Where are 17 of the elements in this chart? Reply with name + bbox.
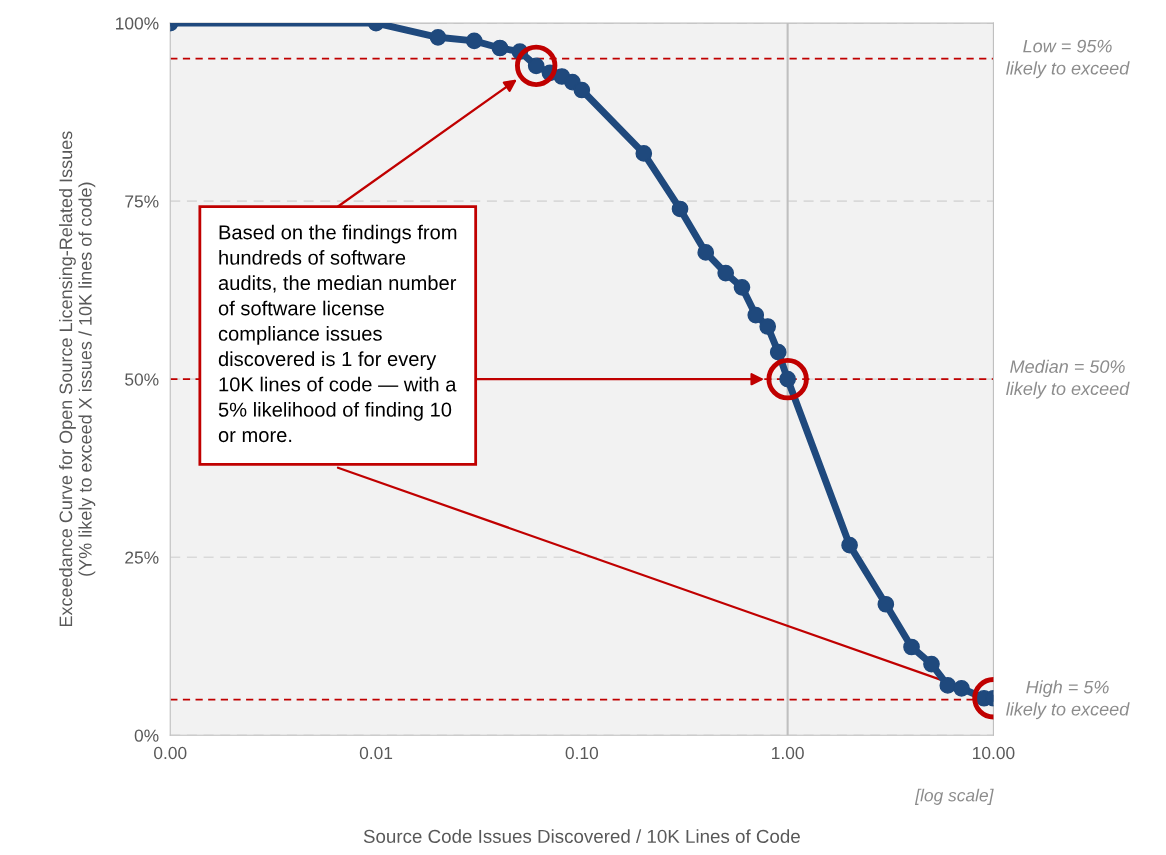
x-tick-label: 0.00: [154, 746, 187, 760]
x-tick-label: 0.01: [359, 746, 393, 760]
ref-line-label: Median = 50% likely to exceed: [1006, 359, 1130, 399]
y-tick-label: 0%: [134, 729, 159, 742]
ref-line-label: High = 5% likely to exceed: [1006, 680, 1130, 720]
x-axis-title: Source Code Issues Discovered / 10K Lines of Code: [363, 829, 800, 844]
x-tick-label: 1.00: [772, 746, 804, 760]
y-tick-label: 25%: [125, 551, 159, 564]
y-tick-label: 50%: [125, 373, 159, 386]
x-tick-label: 10.00: [973, 746, 1015, 760]
x-tick-label: 0.10: [565, 746, 599, 760]
text: Based on the findings from hundreds of software audits, the median number of software license compliance issues discovered is 1 for every 10K lines of code — with a 5% likelihood of finding 10 or more.: [218, 224, 457, 443]
text: [log scale]: [914, 788, 994, 805]
y-axis-title: Exceedance Curve for Open Source Licensing-Related Issues (Y% likely to exceed X issues / 10K lines of code): [59, 131, 96, 627]
y-tick-label: 100%: [116, 17, 159, 30]
ref-line-label: Low = 95% likely to exceed: [1006, 39, 1130, 79]
y-tick-label: 75%: [125, 195, 159, 208]
